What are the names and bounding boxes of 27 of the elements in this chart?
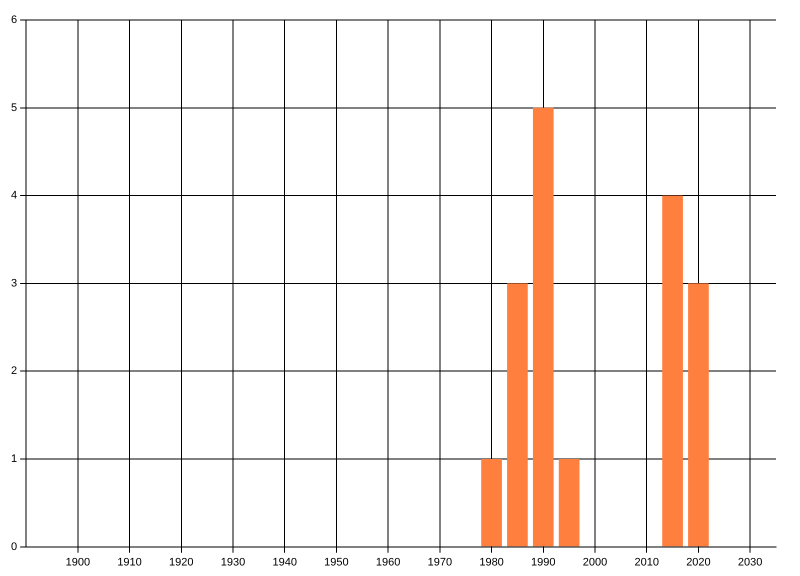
x-tick-label: 2030 bbox=[738, 556, 762, 568]
x-tick-label: 1990 bbox=[531, 556, 556, 568]
x-tick-label: 1970 bbox=[428, 556, 452, 568]
x-tick-label: 1900 bbox=[66, 556, 90, 568]
y-tick-label: 0 bbox=[10, 540, 18, 553]
y-tick-label: 3 bbox=[10, 277, 18, 290]
y-tick-label: 2 bbox=[10, 365, 18, 378]
y-tick-label: 1 bbox=[10, 453, 18, 466]
y-tick-label: 6 bbox=[10, 14, 18, 26]
bar bbox=[481, 459, 502, 546]
bar bbox=[662, 196, 683, 546]
bar bbox=[688, 283, 709, 546]
x-tick-label: 1980 bbox=[479, 556, 504, 568]
y-tick-label: 4 bbox=[10, 190, 18, 202]
x-tick-label: 1960 bbox=[376, 556, 400, 568]
x-tick-label: 1910 bbox=[117, 556, 142, 568]
bar bbox=[558, 459, 580, 546]
x-tick-label: 1920 bbox=[169, 556, 194, 568]
bar bbox=[507, 283, 528, 546]
x-tick-label: 2010 bbox=[634, 556, 659, 568]
x-tick-label: 2020 bbox=[686, 556, 711, 568]
x-tick-label: 1930 bbox=[220, 556, 246, 568]
x-tick-label: 1950 bbox=[324, 556, 349, 568]
x-tick-label: 2000 bbox=[582, 556, 608, 568]
y-tick-label: 5 bbox=[10, 102, 18, 114]
bar bbox=[532, 108, 554, 546]
x-tick-label: 1940 bbox=[272, 556, 297, 568]
